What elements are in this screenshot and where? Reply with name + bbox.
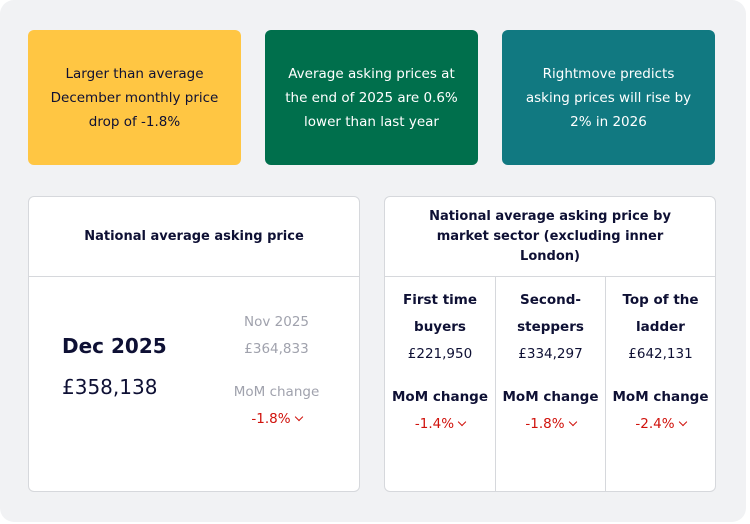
highlight-card-monthly-drop: Larger than average December monthly pri… [28, 30, 241, 165]
mom-label: MoM change [502, 389, 599, 405]
chevron-down-icon [678, 417, 687, 427]
sector-price: £642,131 [628, 346, 693, 362]
sector-price: £334,297 [518, 346, 583, 362]
sector-name: Top of the ladder [622, 292, 699, 335]
mom-label: MoM change [392, 389, 488, 405]
mom-value: -1.8% [251, 411, 291, 427]
highlight-text: Larger than average December monthly pri… [50, 65, 219, 130]
mom-label: MoM change [612, 389, 709, 405]
mom-value: -1.4% [414, 416, 455, 432]
market-sector-card: National average asking price by market … [384, 196, 716, 492]
mom-label: MoM change [233, 384, 320, 400]
sector-column-second-steppers: Second-steppers £334,297 MoM change -1.8… [495, 277, 605, 491]
sector-name: First time buyers [403, 292, 477, 335]
card-title: National average asking price by market … [385, 197, 715, 277]
mom-value: -1.8% [525, 416, 565, 432]
mom-value: -2.4% [635, 416, 675, 432]
national-average-card: National average asking price Dec 2025 £… [28, 196, 360, 492]
chevron-down-icon [294, 412, 303, 422]
sector-column-first-time-buyers: First time buyers £221,950 MoM change -1… [385, 277, 495, 491]
highlight-card-prediction: Rightmove predicts asking prices will ri… [502, 30, 715, 165]
sector-price: £221,950 [407, 346, 473, 362]
chevron-down-icon [457, 417, 467, 427]
previous-month: Nov 2025 [244, 314, 309, 330]
previous-price: £364,833 [244, 341, 309, 357]
highlight-text: Rightmove predicts asking prices will ri… [525, 65, 692, 130]
current-price: £358,138 [62, 375, 158, 399]
card-title: National average asking price [29, 197, 359, 277]
chevron-down-icon [568, 417, 577, 427]
sector-column-top-of-ladder: Top of the ladder £642,131 MoM change -2… [605, 277, 715, 491]
current-month: Dec 2025 [62, 334, 167, 358]
highlight-card-annual-change: Average asking prices at the end of 2025… [265, 30, 478, 165]
sector-name: Second-steppers [517, 292, 584, 335]
highlight-text: Average asking prices at the end of 2025… [285, 65, 458, 130]
